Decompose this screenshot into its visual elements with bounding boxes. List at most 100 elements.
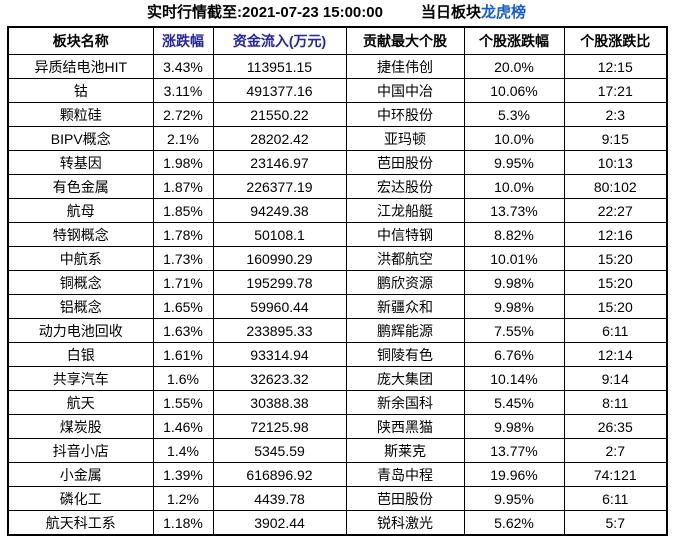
stock-change-value: 6.76% xyxy=(463,342,565,367)
stock-updown-ratio-value: 15:20 xyxy=(563,270,668,295)
sector-name-link[interactable]: 铜概念 xyxy=(7,270,154,295)
sector-name-link[interactable]: 航母 xyxy=(7,198,154,223)
stock-name-link[interactable]: 洪都航空 xyxy=(345,246,465,271)
table-row: 异质结电池HIT 3.43% 113951.15 捷佳伟创 20.0% 12:1… xyxy=(7,54,668,79)
table-row: 航母 1.85% 94249.38 江龙船艇 13.73% 22:27 xyxy=(7,198,668,223)
dragon-tiger-board-link[interactable]: 龙虎榜 xyxy=(480,4,526,21)
capital-inflow-value: 32623.32 xyxy=(212,366,347,391)
header-top-stock: 贡献最大个股 xyxy=(345,26,465,55)
sector-name-link[interactable]: 磷化工 xyxy=(7,486,154,511)
sector-change-value: 1.65% xyxy=(152,294,214,319)
sector-name-link[interactable]: 铝概念 xyxy=(7,294,154,319)
stock-updown-ratio-value: 9:14 xyxy=(563,366,668,391)
quote-time-label: 实时行情截至:2021-07-23 15:00:00 xyxy=(147,4,383,21)
sector-name-link[interactable]: 航天科工系 xyxy=(7,510,154,536)
sector-change-value: 1.87% xyxy=(152,174,214,199)
stock-updown-ratio-value: 17:21 xyxy=(563,78,668,103)
table-header-row: 板块名称 涨跌幅 资金流入(万元) 贡献最大个股 个股涨跌幅 个股涨跌比 xyxy=(7,26,668,55)
stock-change-value: 20.0% xyxy=(463,54,565,79)
stock-name-link[interactable]: 锐科激光 xyxy=(345,510,465,536)
capital-inflow-value: 226377.19 xyxy=(212,174,347,199)
sector-name-link[interactable]: 中航系 xyxy=(7,246,154,271)
stock-name-link[interactable]: 中国中冶 xyxy=(345,78,465,103)
table-row: 航天科工系 1.18% 3902.44 锐科激光 5.62% 5:7 xyxy=(7,510,668,536)
stock-change-value: 9.95% xyxy=(463,486,565,511)
stock-name-link[interactable]: 江龙船艇 xyxy=(345,198,465,223)
stock-name-link[interactable]: 芭田股份 xyxy=(345,150,465,175)
stock-updown-ratio-value: 26:35 xyxy=(563,414,668,439)
sector-change-value: 2.1% xyxy=(152,126,214,151)
table-row: 铜概念 1.71% 195299.78 鹏欣资源 9.98% 15:20 xyxy=(7,270,668,295)
sector-name-link[interactable]: 特钢概念 xyxy=(7,222,154,247)
capital-inflow-value: 94249.38 xyxy=(212,198,347,223)
stock-name-link[interactable]: 庞大集团 xyxy=(345,366,465,391)
stock-change-value: 10.06% xyxy=(463,78,565,103)
stock-name-link[interactable]: 鹏辉能源 xyxy=(345,318,465,343)
sector-name-link[interactable]: 煤炭股 xyxy=(7,414,154,439)
sector-change-value: 1.4% xyxy=(152,438,214,463)
capital-inflow-value: 616896.92 xyxy=(212,462,347,487)
table-row: 白银 1.61% 93314.94 铜陵有色 6.76% 12:14 xyxy=(7,342,668,367)
daily-board-label: 当日板块 xyxy=(420,4,481,21)
stock-change-value: 13.73% xyxy=(463,198,565,223)
stock-name-link[interactable]: 中信特钢 xyxy=(345,222,465,247)
header-sector-name: 板块名称 xyxy=(7,26,154,55)
stock-name-link[interactable]: 宏达股份 xyxy=(345,174,465,199)
table-row: 铝概念 1.65% 59960.44 新疆众和 9.98% 15:20 xyxy=(7,294,668,319)
capital-inflow-value: 28202.42 xyxy=(212,126,347,151)
capital-inflow-value: 4439.78 xyxy=(212,486,347,511)
table-row: 小金属 1.39% 616896.92 青岛中程 19.96% 74:121 xyxy=(7,462,668,487)
table-row: 动力电池回收 1.63% 233895.33 鹏辉能源 7.55% 6:11 xyxy=(7,318,668,343)
stock-change-value: 10.01% xyxy=(463,246,565,271)
sector-name-link[interactable]: 动力电池回收 xyxy=(7,318,154,343)
stock-change-value: 9.98% xyxy=(463,414,565,439)
capital-inflow-value: 30388.38 xyxy=(212,390,347,415)
stock-name-link[interactable]: 陕西黑猫 xyxy=(345,414,465,439)
capital-inflow-value: 233895.33 xyxy=(212,318,347,343)
stock-name-link[interactable]: 新余国科 xyxy=(345,390,465,415)
sector-change-value: 1.39% xyxy=(152,462,214,487)
stock-change-value: 9.98% xyxy=(463,294,565,319)
sector-change-value: 1.6% xyxy=(152,366,214,391)
sector-change-value: 1.98% xyxy=(152,150,214,175)
capital-inflow-value: 160990.29 xyxy=(212,246,347,271)
sector-name-link[interactable]: 转基因 xyxy=(7,150,154,175)
sector-name-link[interactable]: 有色金属 xyxy=(7,174,154,199)
sector-name-link[interactable]: 钴 xyxy=(7,78,154,103)
stock-change-value: 13.77% xyxy=(463,438,565,463)
sector-name-link[interactable]: 共享汽车 xyxy=(7,366,154,391)
table-row: 有色金属 1.87% 226377.19 宏达股份 10.0% 80:102 xyxy=(7,174,668,199)
capital-inflow-value: 59960.44 xyxy=(212,294,347,319)
stock-name-link[interactable]: 亚玛顿 xyxy=(345,126,465,151)
sector-name-link[interactable]: 颗粒硅 xyxy=(7,102,154,127)
sector-name-link[interactable]: 白银 xyxy=(7,342,154,367)
stock-name-link[interactable]: 捷佳伟创 xyxy=(345,54,465,79)
stock-name-link[interactable]: 鹏欣资源 xyxy=(345,270,465,295)
stock-name-link[interactable]: 铜陵有色 xyxy=(345,342,465,367)
header-change-percent[interactable]: 涨跌幅 xyxy=(152,26,214,55)
sector-change-value: 1.85% xyxy=(152,198,214,223)
sector-name-link[interactable]: BIPV概念 xyxy=(7,126,154,151)
stock-updown-ratio-value: 15:20 xyxy=(563,294,668,319)
table-row: BIPV概念 2.1% 28202.42 亚玛顿 10.0% 9:15 xyxy=(7,126,668,151)
sector-name-link[interactable]: 异质结电池HIT xyxy=(7,54,154,79)
stock-name-link[interactable]: 中环股份 xyxy=(345,102,465,127)
sector-change-value: 1.18% xyxy=(152,510,214,536)
sector-name-link[interactable]: 抖音小店 xyxy=(7,438,154,463)
sector-change-value: 1.2% xyxy=(152,486,214,511)
stock-name-link[interactable]: 新疆众和 xyxy=(345,294,465,319)
capital-inflow-value: 21550.22 xyxy=(212,102,347,127)
stock-name-link[interactable]: 青岛中程 xyxy=(345,462,465,487)
sector-name-link[interactable]: 小金属 xyxy=(7,462,154,487)
capital-inflow-value: 195299.78 xyxy=(212,270,347,295)
stock-name-link[interactable]: 斯莱克 xyxy=(345,438,465,463)
stock-name-link[interactable]: 芭田股份 xyxy=(345,486,465,511)
stock-updown-ratio-value: 12:15 xyxy=(563,54,668,79)
sector-name-link[interactable]: 航天 xyxy=(7,390,154,415)
stock-change-value: 7.55% xyxy=(463,318,565,343)
table-row: 中航系 1.73% 160990.29 洪都航空 10.01% 15:20 xyxy=(7,246,668,271)
header-stock-change-percent: 个股涨跌幅 xyxy=(463,26,565,55)
header-capital-inflow[interactable]: 资金流入(万元) xyxy=(212,26,347,55)
sector-change-value: 1.73% xyxy=(152,246,214,271)
sector-change-value: 1.78% xyxy=(152,222,214,247)
